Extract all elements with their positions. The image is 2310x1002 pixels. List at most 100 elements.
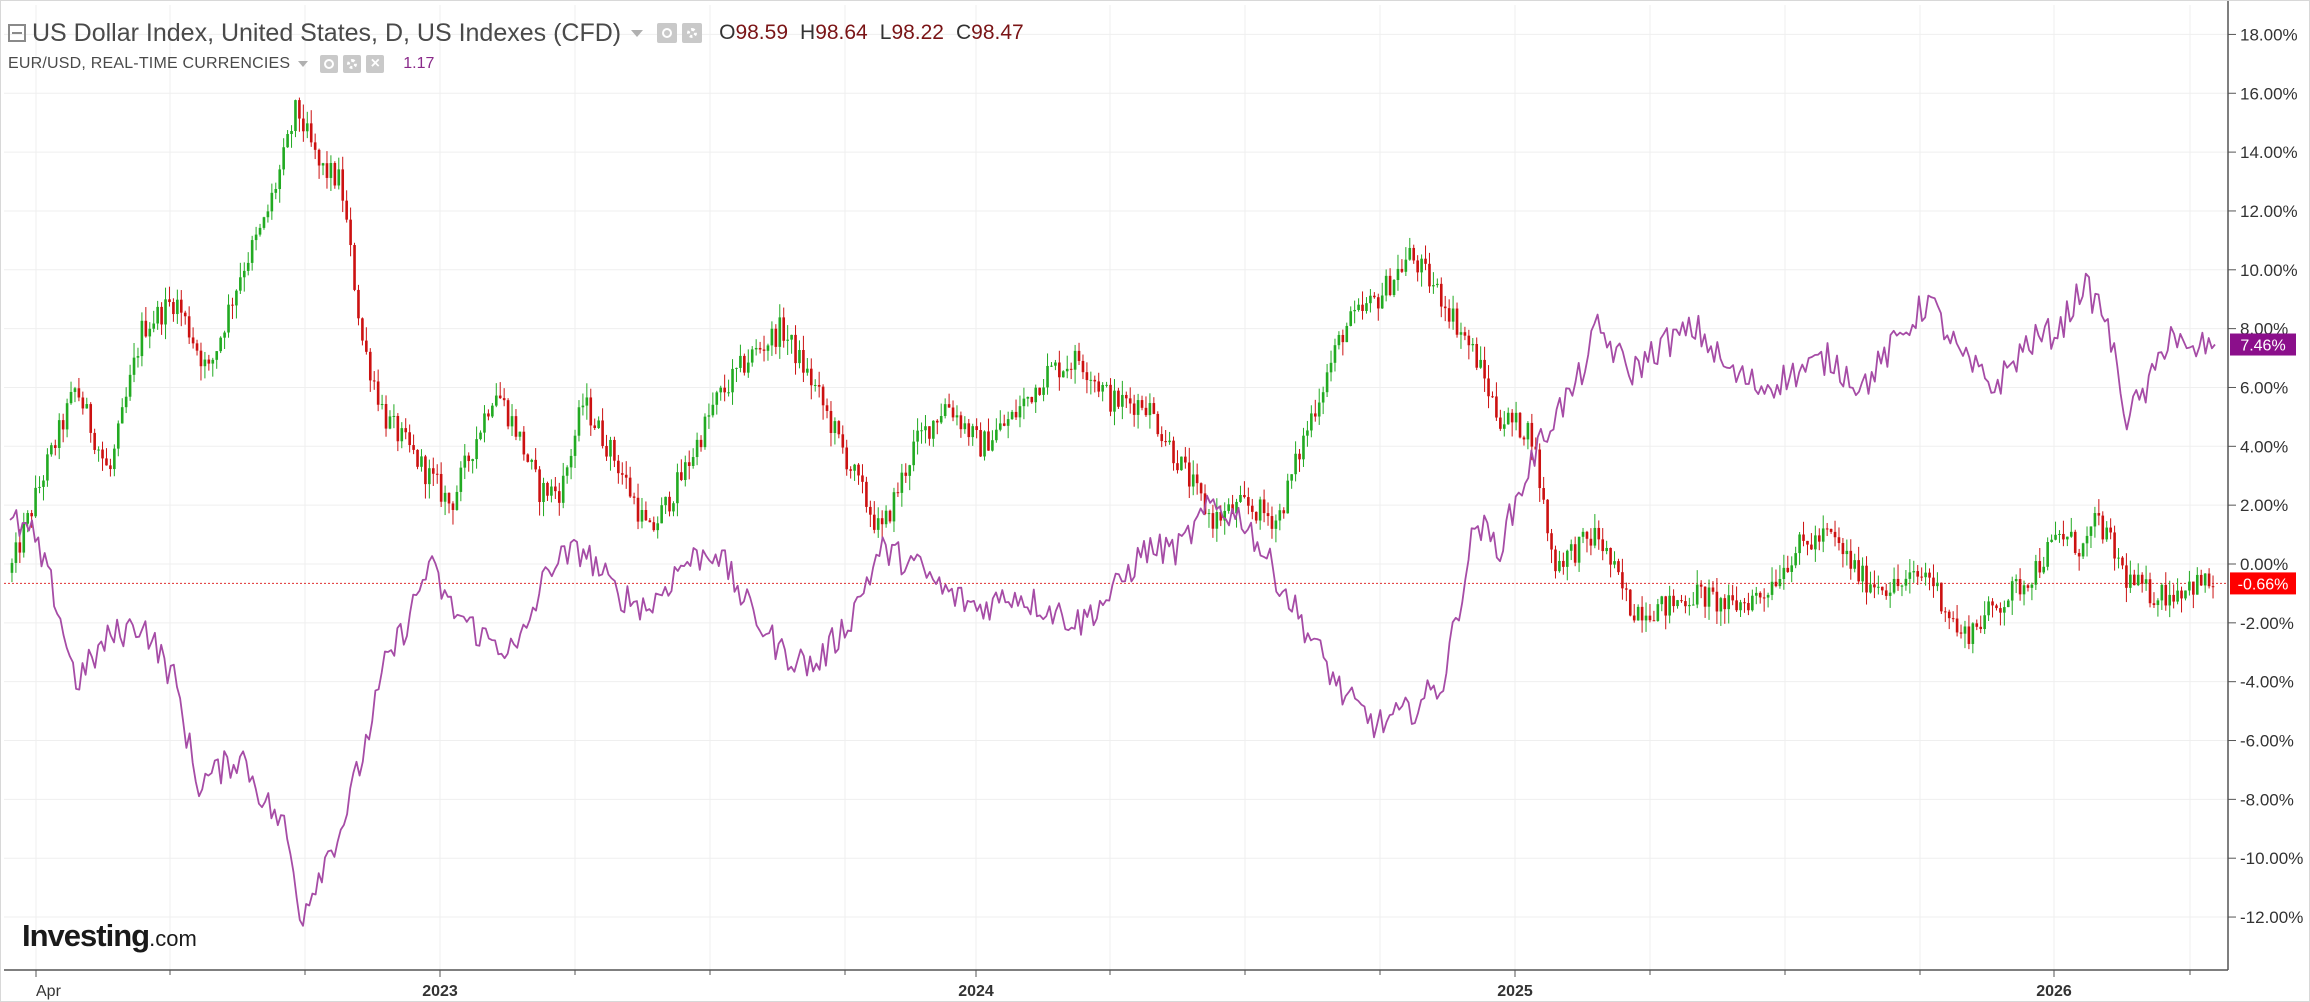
candle-body [1223, 510, 1227, 521]
candle [2144, 565, 2148, 591]
eurusd-line [9, 272, 2216, 927]
candle-body [341, 169, 345, 201]
eye-icon[interactable] [657, 23, 678, 43]
candle [2054, 521, 2057, 541]
candle-body [317, 149, 321, 166]
candle [207, 354, 211, 371]
candle [640, 497, 644, 529]
candle-body [1247, 497, 1250, 506]
chevron-down-icon[interactable] [298, 61, 309, 67]
candle [2105, 521, 2109, 542]
candle [1660, 595, 1664, 612]
candle-body [1825, 528, 1829, 530]
candle [932, 420, 935, 447]
candle-body [1109, 384, 1112, 412]
compare-series-title[interactable]: EUR/USD, REAL-TIME CURRENCIES [8, 55, 291, 72]
candle [802, 335, 805, 383]
candle [416, 449, 419, 470]
ohlc-open-value: 98.59 [735, 21, 789, 44]
candle-body [1341, 334, 1345, 343]
candle-body [1900, 585, 1904, 587]
candle-body [1302, 435, 1305, 460]
candle [305, 111, 309, 139]
candle-body [1754, 592, 1758, 596]
candle [1605, 540, 1608, 555]
gear-icon[interactable] [682, 23, 703, 43]
candle [1731, 584, 1734, 606]
candle-body [1333, 345, 1337, 363]
candle [1412, 244, 1416, 264]
candle-body [1672, 595, 1675, 607]
candle-body [928, 426, 931, 439]
candle-body [435, 473, 439, 475]
candle [1168, 431, 1171, 445]
candle [1195, 463, 1199, 495]
candle-body [502, 398, 506, 401]
candle-body [439, 473, 443, 502]
candle [1951, 611, 1955, 623]
candle [333, 161, 337, 189]
candle [1038, 387, 1041, 396]
candle [605, 434, 608, 461]
candle-body [1916, 571, 1920, 577]
candle-body [624, 474, 628, 478]
candle-body [1849, 550, 1853, 569]
candle [113, 444, 116, 477]
collapse-legend-icon[interactable] [8, 24, 26, 42]
candle-body [1924, 572, 1927, 578]
candle [2121, 556, 2124, 570]
candle-body [648, 520, 652, 523]
candle [34, 475, 37, 518]
candle [309, 110, 313, 147]
gear-icon[interactable] [343, 55, 362, 73]
candle [97, 446, 100, 462]
eye-icon[interactable] [320, 55, 339, 73]
candle-body [1424, 258, 1427, 264]
candle [2003, 600, 2006, 626]
candle [1723, 594, 1727, 624]
candle [1140, 395, 1144, 411]
chevron-down-icon[interactable] [631, 29, 644, 37]
main-series-title[interactable]: US Dollar Index, United States, D, US In… [32, 18, 622, 47]
candle [1542, 476, 1545, 504]
candle [443, 485, 447, 516]
candle-body [1691, 604, 1695, 606]
candle [42, 475, 45, 501]
candle [1558, 550, 1561, 573]
candle-body [1298, 453, 1301, 460]
candle-body [1010, 411, 1014, 420]
candle [258, 223, 262, 237]
candle [991, 430, 994, 452]
y-axis[interactable]: 18.00%16.00%14.00%12.00%10.00%8.00%6.00%… [2228, 25, 2303, 927]
candle-body [987, 431, 990, 451]
candle [554, 477, 557, 500]
candle [435, 464, 439, 484]
candle-body [806, 368, 809, 373]
candle [2164, 572, 2168, 611]
close-icon[interactable]: × [366, 55, 385, 73]
candle-body [1621, 572, 1624, 589]
candle-body [1577, 536, 1581, 563]
candle [152, 310, 156, 333]
candle-body [2062, 533, 2065, 540]
candle [1562, 552, 1565, 575]
candle-body [428, 468, 431, 485]
candle-body [140, 320, 144, 357]
candle-body [1136, 400, 1140, 415]
candle-body [2144, 579, 2148, 584]
candle-body [971, 426, 975, 438]
x-axis[interactable]: Apr 2023 2024 2025 2026 [35, 970, 2191, 1000]
candle [2050, 534, 2053, 543]
candle [1160, 426, 1164, 448]
candle [2148, 572, 2152, 608]
candle-body [2022, 585, 2026, 595]
candle-body [431, 468, 435, 474]
candle-body [904, 472, 908, 476]
candle-body [34, 487, 37, 517]
candle-body [254, 234, 258, 241]
candle-body [467, 455, 471, 462]
candle [1908, 559, 1912, 594]
candle [1117, 387, 1120, 409]
candle-body [1144, 407, 1148, 416]
